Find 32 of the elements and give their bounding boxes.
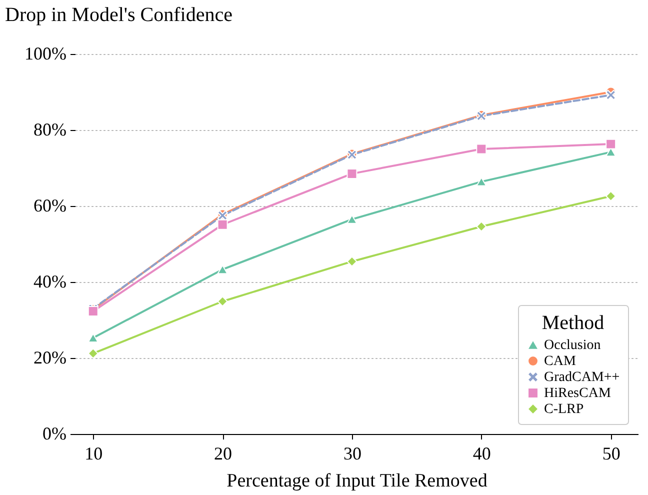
- x-tick-label: 20: [214, 444, 232, 464]
- y-tick-label: 40%: [34, 272, 66, 292]
- x-tick-label: 10: [84, 444, 103, 464]
- y-tick-label: 100%: [24, 44, 66, 64]
- point: [217, 219, 228, 230]
- point: [217, 296, 228, 307]
- point: [476, 144, 487, 154]
- point: [606, 138, 616, 150]
- point: [346, 168, 358, 179]
- x-tick-label: 50: [602, 444, 620, 464]
- y-tick-label: 60%: [34, 196, 66, 216]
- legend-title: Method: [542, 312, 604, 334]
- point: [346, 214, 358, 224]
- legend-label: Occlusion: [544, 338, 601, 353]
- y-tick-label: 20%: [34, 348, 66, 368]
- point: [606, 90, 616, 100]
- x-axis-title: Percentage of Input Tile Removed: [226, 470, 488, 492]
- point: [606, 190, 616, 202]
- y-tick-label: 80%: [34, 120, 66, 140]
- x-tick-label: 40: [472, 444, 491, 464]
- point: [476, 221, 487, 232]
- point: [88, 333, 98, 342]
- chart-title: Drop in Model's Confidence: [5, 4, 233, 26]
- y-tick-label: 0%: [42, 424, 66, 444]
- legend-label: HiResCAM: [544, 386, 612, 401]
- legend-label: C-LRP: [544, 402, 584, 417]
- point: [476, 177, 487, 186]
- point: [346, 256, 358, 267]
- point: [88, 348, 98, 359]
- x-tick-label: 30: [343, 444, 362, 464]
- legend-label: CAM: [544, 354, 576, 369]
- legend-label: GradCAM++: [544, 370, 620, 385]
